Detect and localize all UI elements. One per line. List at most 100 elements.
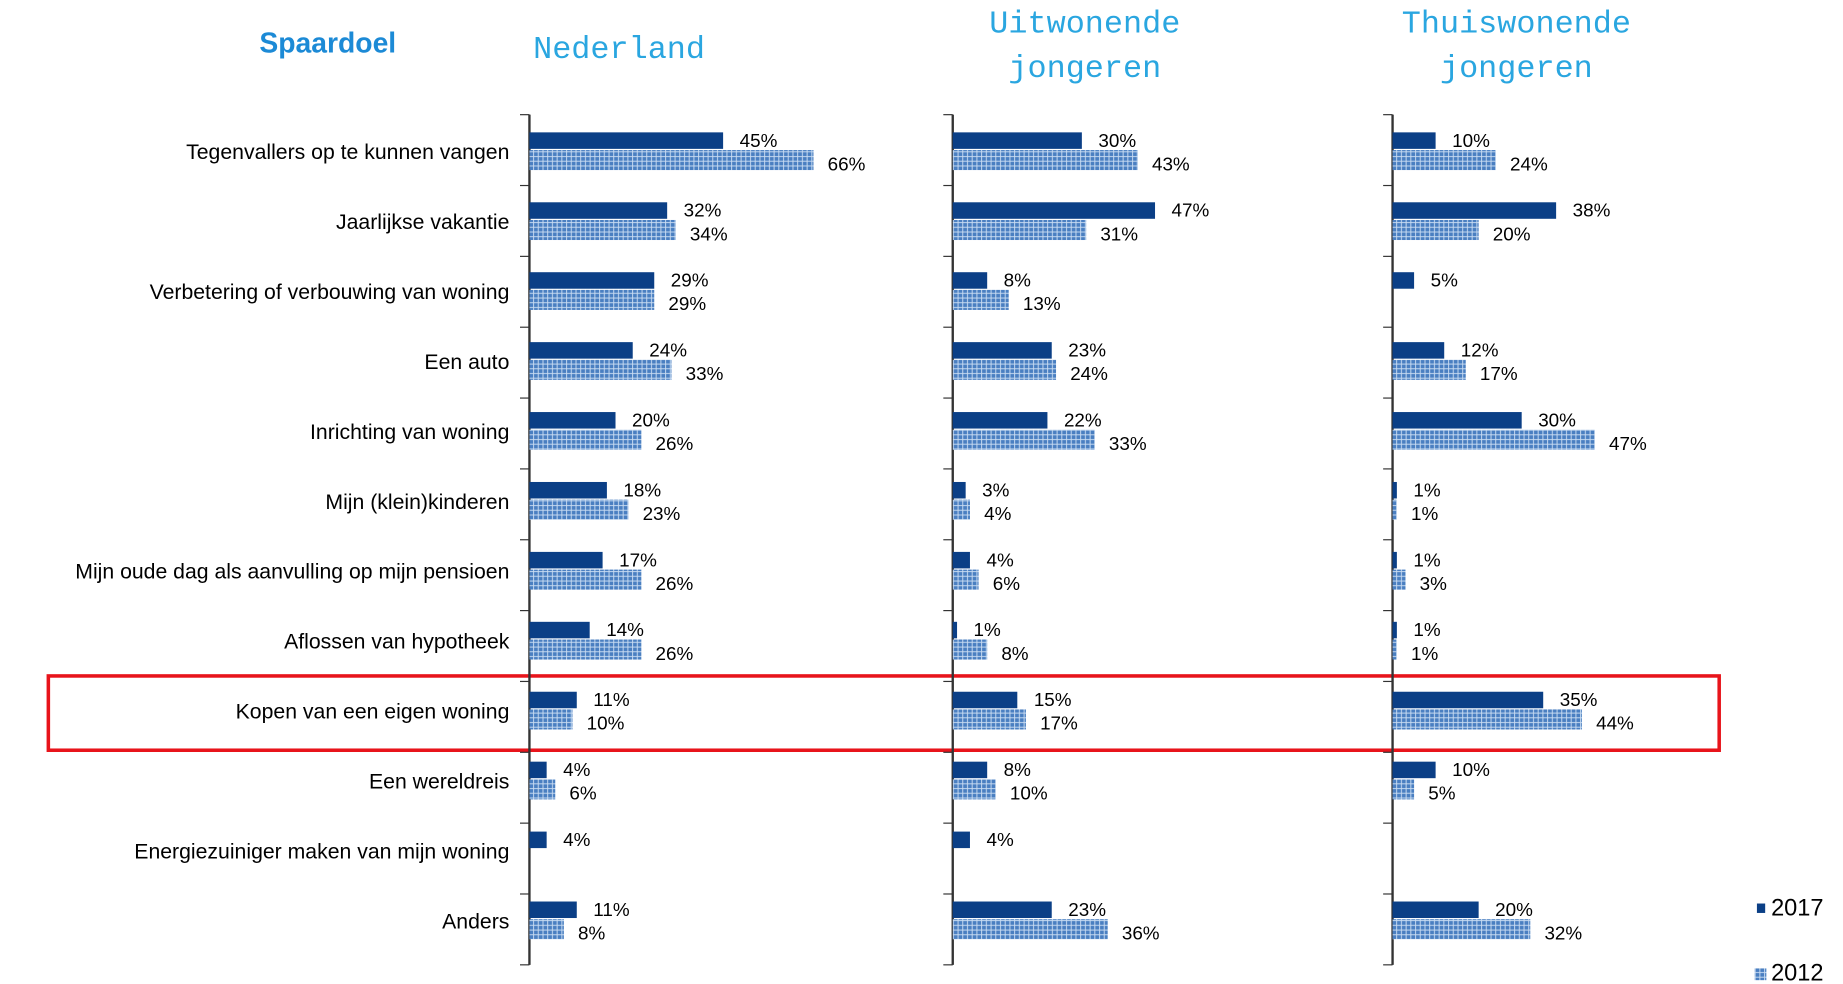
value-label: 31% [1100, 223, 1138, 244]
value-label: 24% [1070, 363, 1108, 384]
bar [952, 202, 1156, 219]
value-label: 4% [984, 503, 1011, 524]
value-label: 3% [982, 479, 1009, 500]
value-label: 26% [655, 573, 693, 594]
category-label: Verbetering of verbouwing van woning [150, 281, 510, 304]
bar [952, 919, 1108, 940]
value-label: 12% [1461, 340, 1499, 361]
value-label: 13% [1023, 293, 1061, 314]
bar [529, 342, 633, 359]
bar [529, 359, 672, 380]
bar [529, 919, 564, 940]
value-label: 32% [1544, 923, 1582, 944]
bar [952, 621, 958, 639]
bar [529, 551, 603, 569]
bar [952, 272, 988, 289]
value-label: 20% [1495, 899, 1533, 920]
bar [529, 639, 642, 660]
category-label: Anders [442, 910, 509, 933]
value-label: 1% [1411, 643, 1438, 664]
bar [1392, 412, 1522, 429]
bar [529, 289, 655, 310]
value-label: 45% [740, 130, 778, 151]
bar [1392, 919, 1531, 940]
legend-swatch [1754, 968, 1767, 981]
value-label: 30% [1098, 130, 1136, 151]
bar [529, 429, 642, 450]
bar [952, 569, 979, 590]
bar [1392, 150, 1496, 171]
value-label: 4% [986, 829, 1013, 850]
value-label: 4% [563, 759, 590, 780]
category-label: Jaarlijkse vakantie [336, 211, 509, 234]
bar [529, 901, 577, 919]
bar [952, 342, 1052, 359]
bar [529, 779, 556, 800]
category-label: Inrichting van woning [310, 421, 509, 444]
value-label: 11% [593, 899, 630, 920]
category-label: Aflossen van hypotheek [284, 631, 510, 654]
value-label: 47% [1172, 200, 1210, 221]
bar [1392, 429, 1595, 450]
category-label: Een wereldreis [369, 771, 509, 794]
value-label: 24% [1510, 153, 1548, 174]
bar [529, 150, 814, 171]
legend-label: 2017 [1771, 895, 1823, 921]
value-label: 6% [569, 783, 596, 804]
bar [529, 691, 577, 709]
bar [952, 429, 1095, 450]
value-label: 8% [1001, 643, 1028, 664]
bar [1392, 272, 1415, 289]
value-label: 15% [1034, 689, 1072, 710]
bar [1392, 569, 1406, 590]
value-label: 26% [655, 643, 693, 664]
bar [529, 831, 547, 849]
bar [952, 481, 966, 499]
value-label: 17% [1040, 713, 1078, 734]
bar [1392, 901, 1479, 919]
value-label: 14% [606, 619, 644, 640]
bar [952, 499, 970, 520]
value-label: 1% [1413, 479, 1440, 500]
panel-title: Uitwonende [989, 6, 1180, 42]
bar [529, 202, 668, 219]
bar [1392, 481, 1397, 499]
value-label: 8% [1004, 759, 1031, 780]
value-label: 20% [1493, 223, 1531, 244]
value-label: 20% [632, 409, 670, 430]
bar [1392, 551, 1397, 569]
value-label: 11% [593, 689, 630, 710]
value-label: 5% [1431, 270, 1458, 291]
panel-title: jongeren [1008, 51, 1161, 87]
value-label: 43% [1152, 153, 1190, 174]
value-label: 35% [1560, 689, 1598, 710]
value-label: 10% [587, 713, 625, 734]
category-label: Energiezuiniger maken van mijn woning [134, 840, 509, 863]
value-label: 26% [655, 433, 693, 454]
value-label: 36% [1122, 923, 1160, 944]
value-label: 23% [643, 503, 681, 524]
bar [952, 779, 996, 800]
value-label: 1% [1413, 619, 1440, 640]
category-label: Tegenvallers op te kunnen vangen [186, 141, 509, 164]
value-label: 29% [668, 293, 706, 314]
value-label: 8% [578, 923, 605, 944]
value-label: 5% [1428, 783, 1455, 804]
bar [952, 639, 988, 660]
value-label: 33% [1109, 433, 1147, 454]
category-label: Een auto [424, 351, 509, 374]
bar [529, 709, 573, 730]
bar [952, 412, 1048, 429]
value-label: 23% [1068, 899, 1106, 920]
bar [1392, 761, 1436, 779]
value-label: 33% [686, 363, 724, 384]
bar [952, 219, 1087, 241]
bar [1392, 621, 1397, 639]
value-label: 18% [623, 479, 661, 500]
bar [529, 481, 607, 499]
value-label: 32% [684, 200, 722, 221]
value-label: 10% [1452, 130, 1490, 151]
value-label: 47% [1609, 433, 1647, 454]
bar [1392, 639, 1397, 660]
bar [529, 272, 655, 289]
